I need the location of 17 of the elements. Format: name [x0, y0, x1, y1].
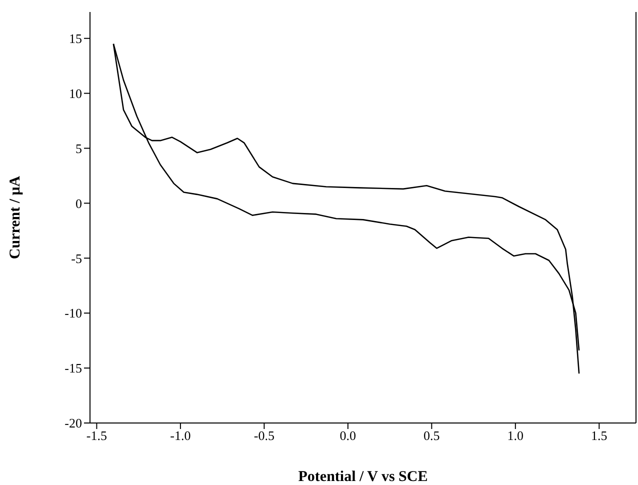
x-tick-label: 0.5: [424, 428, 440, 444]
x-tick-label: 1.0: [507, 428, 524, 444]
y-tick-label: 0: [76, 196, 82, 211]
y-tick-label: 15: [69, 30, 82, 46]
x-tick-label: 0.0: [340, 428, 356, 444]
x-tick-label: 1.5: [591, 428, 608, 444]
y-tick-label: -10: [64, 306, 82, 321]
y-tick-label: 10: [69, 86, 82, 101]
x-tick-label: -0.5: [254, 428, 274, 444]
y-axis-title: Current / μA: [7, 176, 24, 260]
y-tick-label: -5: [71, 250, 82, 266]
y-tick-label: 5: [76, 140, 82, 156]
x-tick-label: -1.0: [170, 428, 191, 444]
y-tick-label: -20: [64, 416, 82, 431]
x-tick-label: -1.5: [86, 428, 107, 444]
x-axis-title: Potential / V vs SCE: [298, 469, 428, 485]
y-tick-label: -15: [64, 360, 82, 376]
